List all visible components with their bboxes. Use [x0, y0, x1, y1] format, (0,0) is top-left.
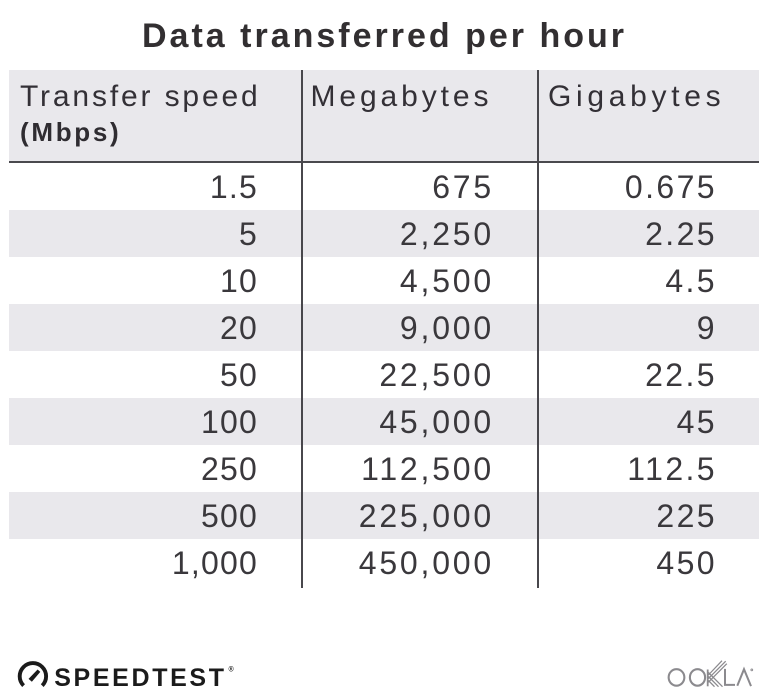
- svg-text:®: ®: [229, 666, 235, 674]
- svg-text:SPEEDTEST: SPEEDTEST: [54, 664, 227, 692]
